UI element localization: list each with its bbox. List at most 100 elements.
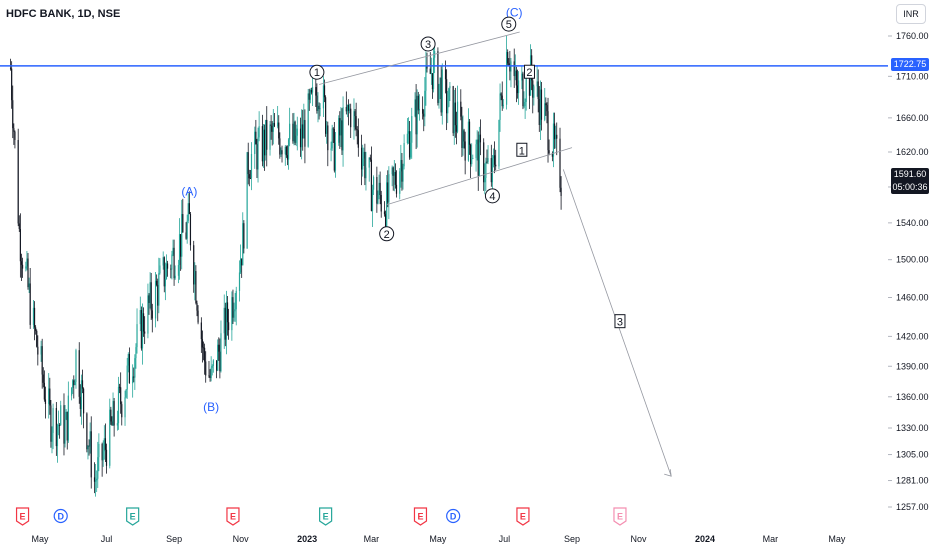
candle-body-148 xyxy=(234,309,236,312)
wave-label-8: 1 xyxy=(519,145,525,157)
candle-body-138 xyxy=(219,351,221,372)
event-marker-label-8: E xyxy=(617,512,623,522)
candle-body-23 xyxy=(43,382,45,400)
candle-body-356 xyxy=(552,123,555,157)
candle-body-315 xyxy=(490,158,492,183)
candle-body-35 xyxy=(63,405,65,444)
candle-body-260 xyxy=(406,133,408,144)
candle-body-269 xyxy=(418,108,420,111)
candle-body-78 xyxy=(127,354,129,366)
candle-body-81 xyxy=(133,376,135,378)
y-tick-label-11: 1330.00 xyxy=(896,423,929,433)
candle-body-122 xyxy=(195,271,197,304)
candle-body-348 xyxy=(539,89,541,126)
candle-body-103 xyxy=(165,263,168,279)
candle-body-173 xyxy=(272,122,274,132)
candle-body-304 xyxy=(472,158,474,159)
candle-body-162 xyxy=(256,144,258,170)
candle-body-238 xyxy=(371,189,374,211)
candle-body-203 xyxy=(318,105,320,110)
candle-body-181 xyxy=(285,146,287,156)
candle-body-65 xyxy=(109,409,111,466)
candle-body-210 xyxy=(330,148,332,151)
candle-body-12 xyxy=(27,258,29,288)
candle-body-172 xyxy=(271,126,273,132)
candle-body-270 xyxy=(422,108,424,114)
candle-body-158 xyxy=(249,178,252,180)
candle-body-27 xyxy=(50,405,52,442)
candle-body-343 xyxy=(532,80,534,98)
candle-body-28 xyxy=(51,432,53,442)
x-tick-label-0: May xyxy=(31,534,49,544)
candle-body-322 xyxy=(500,93,502,96)
horizontal-line-price-tag: 1722.75 xyxy=(891,58,929,71)
candle-body-156 xyxy=(247,152,249,175)
candle-body-128 xyxy=(204,347,206,362)
candle-body-130 xyxy=(208,375,210,377)
candle-body-2 xyxy=(12,100,14,129)
candle-body-72 xyxy=(118,386,121,388)
candle-body-346 xyxy=(537,81,539,99)
candle-body-219 xyxy=(342,106,344,151)
candle-body-265 xyxy=(414,99,416,117)
candle-body-76 xyxy=(125,389,127,398)
candle-body-291 xyxy=(453,102,455,134)
y-tick-label-14: 1257.00 xyxy=(896,502,929,512)
candle-body-193 xyxy=(303,120,305,139)
currency-button[interactable]: INR xyxy=(896,4,926,24)
event-marker-label-0: E xyxy=(20,512,26,522)
candle-body-153 xyxy=(242,223,244,266)
candle-body-170 xyxy=(269,124,271,150)
candle-body-149 xyxy=(235,290,237,310)
candle-body-327 xyxy=(508,63,510,66)
wave-box-9 xyxy=(523,64,535,79)
symbol-title[interactable]: HDFC BANK, 1D, NSE xyxy=(6,8,121,20)
y-tick-label-2: 1660.00 xyxy=(896,113,929,123)
dividend-marker-6 xyxy=(446,508,461,524)
candle-body-91 xyxy=(148,295,150,303)
event-marker-label-3: E xyxy=(230,512,236,522)
candle-body-152 xyxy=(241,258,243,266)
candle-body-94 xyxy=(151,310,153,319)
candle-body-305 xyxy=(475,144,477,159)
candle-body-82 xyxy=(134,358,136,378)
candle-body-353 xyxy=(547,111,549,151)
candle-body-319 xyxy=(495,164,497,167)
candle-body-231 xyxy=(362,158,364,170)
candle-body-11 xyxy=(26,258,28,267)
candle-body-161 xyxy=(255,131,257,145)
candle-body-121 xyxy=(194,271,196,285)
candle-body-336 xyxy=(522,73,524,107)
candle-body-324 xyxy=(502,104,504,107)
candle-body-249 xyxy=(388,174,390,203)
candle-body-73 xyxy=(120,387,122,405)
candle-body-282 xyxy=(439,77,441,85)
time-axis[interactable]: May Jul Sep Nov 2023 Mar May Jul Sep Nov 2024 Mar Ma… xyxy=(31,534,845,544)
candle-body-92 xyxy=(149,282,151,303)
candle-body-188 xyxy=(295,135,297,143)
candle-body-68 xyxy=(112,401,114,426)
wave-label-4: 2 xyxy=(384,229,390,241)
earnings-marker-5 xyxy=(413,507,428,526)
candle-body-268 xyxy=(417,95,419,111)
wave-label-6: 4 xyxy=(489,191,495,203)
candle-body-126 xyxy=(201,339,204,348)
candle-body-150 xyxy=(238,272,241,291)
candle-body-212 xyxy=(332,128,334,130)
wave-box-8 xyxy=(516,142,528,157)
candle-body-46 xyxy=(79,396,81,410)
y-tick-label-8: 1420.00 xyxy=(896,331,929,341)
candle-body-159 xyxy=(250,153,253,179)
candle-body-313 xyxy=(486,161,488,163)
candle-body-165 xyxy=(261,126,263,162)
candle-body-3 xyxy=(13,128,15,132)
candle-body-174 xyxy=(273,122,275,127)
event-marker-label-5: E xyxy=(417,512,423,522)
candle-body-22 xyxy=(42,374,44,383)
candle-body-58 xyxy=(97,457,99,479)
event-marker-label-2: E xyxy=(130,512,136,522)
candle-body-177 xyxy=(279,138,281,155)
candle-body-295 xyxy=(460,101,462,117)
